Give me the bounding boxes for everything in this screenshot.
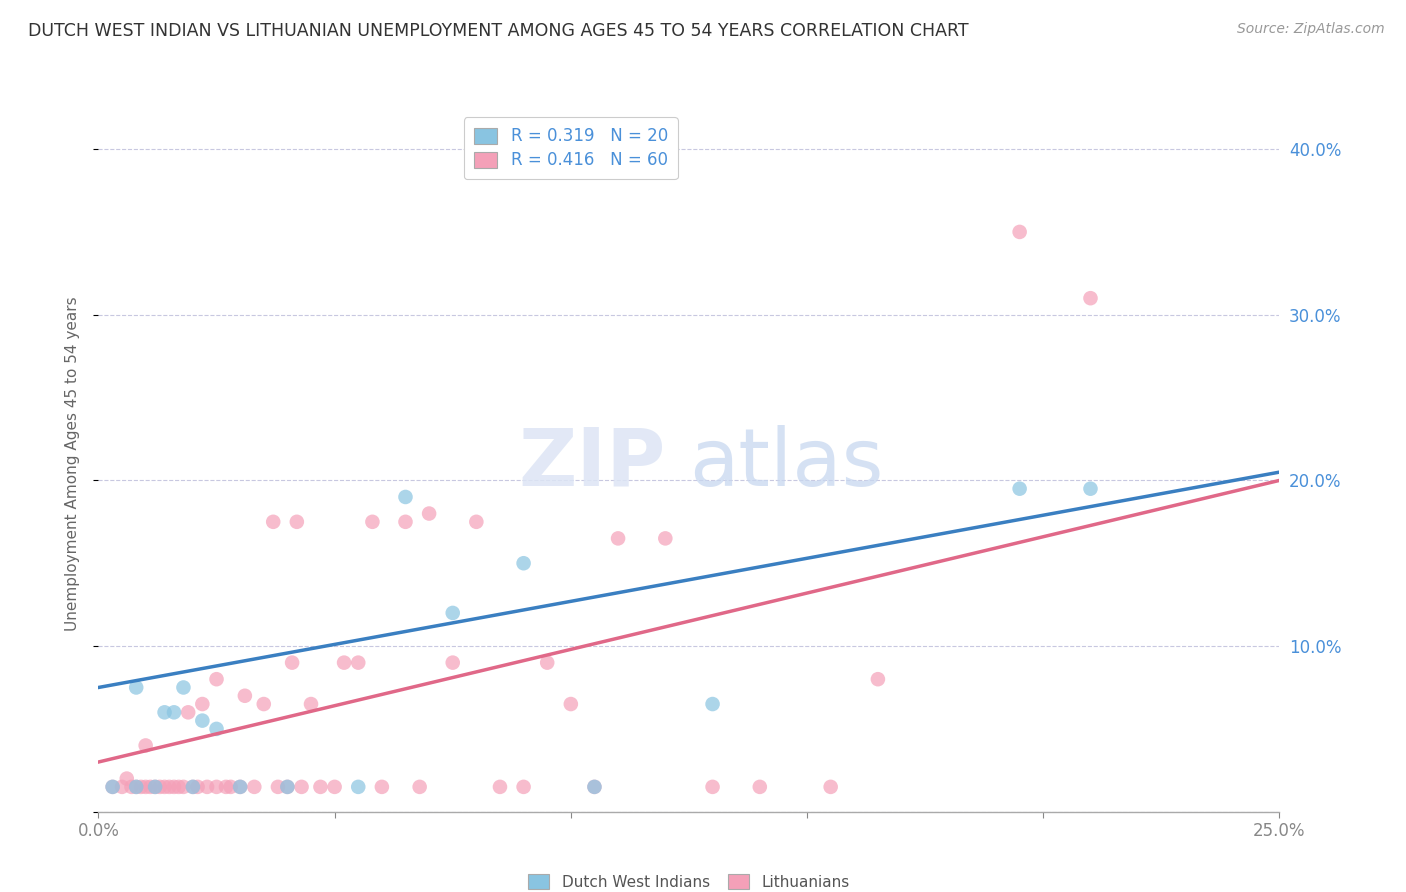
Point <box>233 689 256 703</box>
Point <box>205 722 228 736</box>
Point <box>163 706 186 720</box>
Point <box>394 490 416 504</box>
Point <box>465 515 488 529</box>
Point <box>135 739 157 753</box>
Point <box>229 780 252 794</box>
Point <box>1080 482 1102 496</box>
Point <box>276 780 298 794</box>
Point <box>323 780 346 794</box>
Point <box>101 780 124 794</box>
Point <box>536 656 558 670</box>
Point <box>512 556 534 570</box>
Point <box>125 681 148 695</box>
Point <box>181 780 204 794</box>
Point <box>172 780 194 794</box>
Text: atlas: atlas <box>689 425 883 503</box>
Point <box>820 780 842 794</box>
Point <box>253 697 276 711</box>
Point <box>512 780 534 794</box>
Point <box>394 515 416 529</box>
Point <box>181 780 204 794</box>
Point <box>347 780 370 794</box>
Point <box>441 656 464 670</box>
Point <box>333 656 356 670</box>
Point <box>243 780 266 794</box>
Point <box>163 780 186 794</box>
Point <box>215 780 238 794</box>
Point <box>866 672 889 686</box>
Point <box>125 780 148 794</box>
Point <box>702 780 724 794</box>
Point <box>583 780 606 794</box>
Point <box>143 780 166 794</box>
Point <box>219 780 242 794</box>
Point <box>1008 482 1031 496</box>
Point <box>121 780 143 794</box>
Point <box>177 706 200 720</box>
Point <box>229 780 252 794</box>
Point <box>309 780 332 794</box>
Legend: Dutch West Indians, Lithuanians: Dutch West Indians, Lithuanians <box>522 868 856 892</box>
Point <box>290 780 312 794</box>
Point <box>418 507 440 521</box>
Point <box>560 697 582 711</box>
Point <box>157 780 180 794</box>
Point <box>1080 291 1102 305</box>
Text: ZIP: ZIP <box>517 425 665 503</box>
Point <box>167 780 190 794</box>
Point <box>129 780 152 794</box>
Point <box>191 697 214 711</box>
Point <box>408 780 430 794</box>
Point <box>583 780 606 794</box>
Point <box>153 706 176 720</box>
Point <box>139 780 162 794</box>
Point <box>101 780 124 794</box>
Point <box>172 681 194 695</box>
Point <box>489 780 512 794</box>
Point <box>195 780 218 794</box>
Point <box>205 780 228 794</box>
Point <box>607 532 630 546</box>
Point <box>153 780 176 794</box>
Text: Source: ZipAtlas.com: Source: ZipAtlas.com <box>1237 22 1385 37</box>
Point <box>748 780 770 794</box>
Point <box>111 780 134 794</box>
Point <box>299 697 322 711</box>
Point <box>267 780 290 794</box>
Point <box>654 532 676 546</box>
Point <box>149 780 172 794</box>
Point <box>187 780 209 794</box>
Point <box>115 772 138 786</box>
Point <box>285 515 308 529</box>
Point <box>125 780 148 794</box>
Text: DUTCH WEST INDIAN VS LITHUANIAN UNEMPLOYMENT AMONG AGES 45 TO 54 YEARS CORRELATI: DUTCH WEST INDIAN VS LITHUANIAN UNEMPLOY… <box>28 22 969 40</box>
Point <box>262 515 284 529</box>
Point <box>143 780 166 794</box>
Point <box>1008 225 1031 239</box>
Point <box>191 714 214 728</box>
Point <box>276 780 298 794</box>
Y-axis label: Unemployment Among Ages 45 to 54 years: Unemployment Among Ages 45 to 54 years <box>65 296 80 632</box>
Point <box>347 656 370 670</box>
Point <box>702 697 724 711</box>
Point <box>371 780 394 794</box>
Point <box>205 672 228 686</box>
Point <box>281 656 304 670</box>
Point <box>361 515 384 529</box>
Point <box>441 606 464 620</box>
Point <box>135 780 157 794</box>
